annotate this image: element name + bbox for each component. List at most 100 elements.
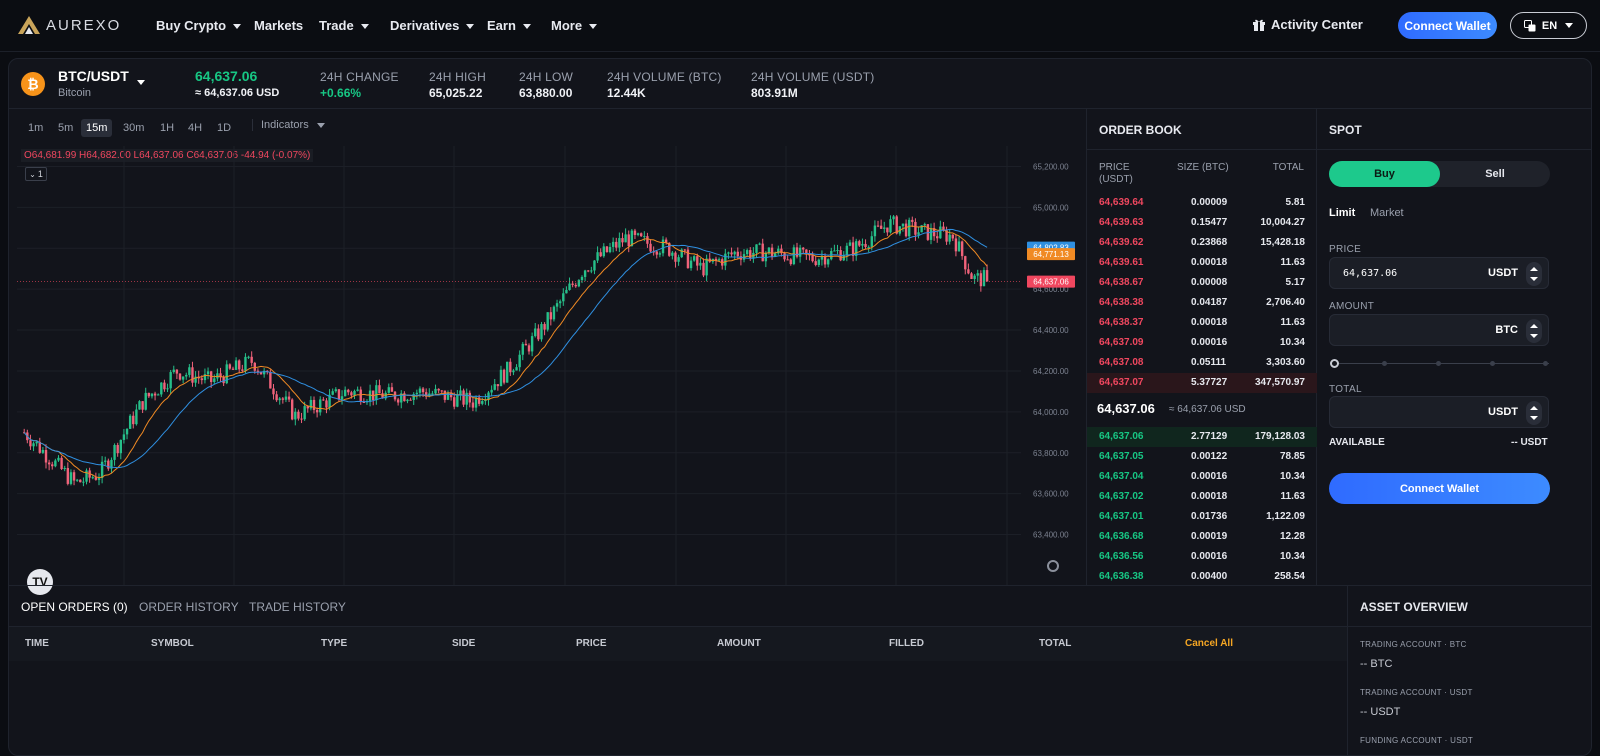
amount-slider-track[interactable] <box>1333 363 1549 364</box>
candle-body <box>375 385 378 401</box>
nav-trade[interactable]: Trade <box>319 18 369 33</box>
timeframe-4H[interactable]: 4H <box>188 122 203 134</box>
orderbook-row[interactable]: 64,636.56 0.00016 10.34 <box>1087 547 1317 567</box>
orderbook-row[interactable]: 64,639.62 0.23868 15,428.18 <box>1087 233 1317 253</box>
total-unit: USDT <box>1488 406 1518 418</box>
candle-body <box>381 393 384 399</box>
chevron-down-icon <box>316 122 325 128</box>
tab-open-orders[interactable]: OPEN ORDERS (0) <box>21 600 128 614</box>
total-stepper[interactable] <box>1526 401 1542 425</box>
tab-trade-history[interactable]: TRADE HISTORY <box>249 600 346 614</box>
ticker-bar: ₿ BTC/USDT Bitcoin 64,637.06 ≈ 64,637.06… <box>9 59 1591 109</box>
candle-body <box>247 356 250 358</box>
candle-body <box>668 242 671 256</box>
amount-slider-handle[interactable] <box>1330 359 1339 368</box>
spot-connect-wallet-button[interactable]: Connect Wallet <box>1329 473 1550 504</box>
timeframe-5m[interactable]: 5m <box>58 122 74 134</box>
slider-stop[interactable] <box>1436 361 1441 366</box>
nav-more[interactable]: More <box>551 18 598 33</box>
price-input[interactable]: 64,637.06 USDT <box>1329 257 1549 289</box>
timeframe-1H[interactable]: 1H <box>160 122 175 134</box>
trading-panel: ₿ BTC/USDT Bitcoin 64,637.06 ≈ 64,637.06… <box>8 58 1592 756</box>
candlestick-chart[interactable]: 65,200.00 65,000.00 64,600.00 64,400.00 64,2… <box>9 109 1087 585</box>
last-price: 64,637.06 <box>195 68 258 84</box>
ob-mid-usd: ≈ 64,637.06 USD <box>1169 404 1246 415</box>
pair-name[interactable]: BTC/USDT <box>58 68 129 84</box>
pair-dropdown-icon[interactable] <box>137 80 145 85</box>
ob-total: 11.63 <box>1280 257 1305 268</box>
brand-logo[interactable]: AUREXO <box>16 14 121 36</box>
slider-stop[interactable] <box>1490 361 1495 366</box>
orderbook-row[interactable]: 64,638.67 0.00008 5.17 <box>1087 273 1317 293</box>
orderbook-row[interactable]: 64,637.06 2.77129 179,128.03 <box>1087 427 1317 447</box>
candle-body <box>163 382 166 390</box>
timeframe-15m[interactable]: 15m <box>81 119 113 137</box>
order-type-market[interactable]: Market <box>1370 207 1404 219</box>
orderbook-row[interactable]: 64,637.01 0.01736 1,122.09 <box>1087 507 1317 527</box>
candle-body <box>643 236 646 238</box>
candle-body <box>789 259 792 265</box>
orderbook-row[interactable]: 64,639.63 0.15477 10,004.27 <box>1087 213 1317 233</box>
nav-derivatives[interactable]: Derivatives <box>390 18 475 33</box>
orderbook-row[interactable]: 64,636.38 0.00400 258.54 <box>1087 567 1317 587</box>
chevron-down-icon <box>589 24 598 30</box>
timeframe-1m[interactable]: 1m <box>28 122 44 134</box>
orderbook-row[interactable]: 64,637.05 0.00122 78.85 <box>1087 447 1317 467</box>
timeframe-30m[interactable]: 30m <box>123 122 145 134</box>
candle-body <box>948 234 951 242</box>
candle-body <box>431 393 434 395</box>
orderbook-row[interactable]: 64,637.09 0.00016 10.34 <box>1087 333 1317 353</box>
candle-body <box>350 392 353 396</box>
activity-center-link[interactable]: Activity Center <box>1252 17 1363 32</box>
candle-body <box>967 269 970 274</box>
tab-order-history[interactable]: ORDER HISTORY <box>139 600 239 614</box>
orderbook-row[interactable]: 64,639.64 0.00009 5.81 <box>1087 193 1317 213</box>
orderbook-row[interactable]: 64,638.38 0.04187 2,706.40 <box>1087 293 1317 313</box>
orderbook-row[interactable]: 64,637.04 0.00016 10.34 <box>1087 467 1317 487</box>
price-stepper[interactable] <box>1526 262 1542 286</box>
orderbook-row[interactable]: 64,637.07 5.37727 347,570.97 <box>1087 373 1317 393</box>
nav-buy-crypto[interactable]: Buy Crypto <box>156 18 242 33</box>
candle-body <box>424 392 428 397</box>
ob-size: 0.04187 <box>1191 297 1228 308</box>
total-input[interactable]: USDT <box>1329 396 1549 428</box>
candle-body <box>608 246 612 253</box>
sell-tab[interactable]: Sell <box>1485 168 1505 180</box>
candle-body <box>923 224 926 226</box>
candle-body <box>571 283 574 285</box>
candle-body <box>677 257 680 262</box>
slider-stop[interactable] <box>1543 361 1548 366</box>
legend-toggle[interactable]: ⌄ 1 <box>25 167 47 181</box>
connect-wallet-button[interactable]: Connect Wallet <box>1398 12 1497 39</box>
candle-body <box>727 252 730 254</box>
cancel-all-button[interactable]: Cancel All <box>1185 638 1233 649</box>
language-selector[interactable]: EN <box>1510 12 1587 39</box>
ob-total: 3,303.60 <box>1266 357 1305 368</box>
amount-stepper[interactable] <box>1526 319 1542 343</box>
candle-body <box>811 254 814 262</box>
ob-total: 15,428.18 <box>1260 237 1306 248</box>
col-side: SIDE <box>452 638 476 649</box>
candle-body <box>858 241 861 246</box>
timeframe-1D[interactable]: 1D <box>217 122 232 134</box>
candle-body <box>353 390 356 396</box>
orderbook-row[interactable]: 64,636.68 0.00019 12.28 <box>1087 527 1317 547</box>
orderbook-row[interactable]: 64,637.08 0.05111 3,303.60 <box>1087 353 1317 373</box>
candle-body <box>156 394 160 396</box>
ma-slow-line <box>23 228 988 469</box>
indicators-button[interactable]: Indicators <box>252 119 325 131</box>
candle-body <box>745 250 749 255</box>
orderbook-row[interactable]: 64,638.37 0.00018 11.63 <box>1087 313 1317 333</box>
candle-body <box>290 399 294 420</box>
nav-earn[interactable]: Earn <box>487 18 531 33</box>
nav-markets[interactable]: Markets <box>254 18 303 33</box>
buy-tab[interactable]: Buy <box>1329 161 1440 187</box>
order-type-limit[interactable]: Limit <box>1329 207 1356 219</box>
slider-stop[interactable] <box>1382 361 1387 366</box>
chart-settings-icon[interactable] <box>1047 560 1059 572</box>
y-tick-label: 64,400.00 <box>1033 326 1069 335</box>
orderbook-row[interactable]: 64,639.61 0.00018 11.63 <box>1087 253 1317 273</box>
y-tick-label: 64,000.00 <box>1033 408 1069 417</box>
orderbook-row[interactable]: 64,637.02 0.00018 11.63 <box>1087 487 1317 507</box>
amount-input[interactable]: BTC <box>1329 314 1549 346</box>
